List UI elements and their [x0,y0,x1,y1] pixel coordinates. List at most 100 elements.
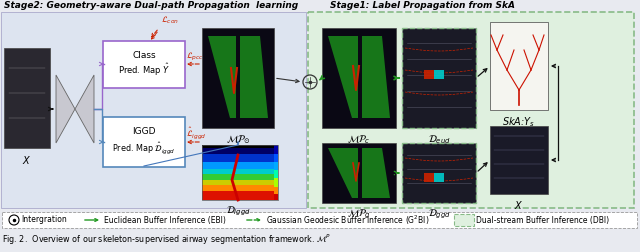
Bar [274,151,278,152]
Bar [274,180,278,181]
Text: $X$: $X$ [515,199,524,211]
Bar [202,167,274,168]
Bar [274,150,278,151]
Bar [274,190,278,191]
Bar [274,154,278,155]
Bar [202,150,274,151]
Bar [274,178,278,179]
Bar [274,174,278,175]
Bar [202,157,274,158]
Bar [202,191,274,192]
Bar [274,184,278,185]
FancyBboxPatch shape [402,28,476,128]
Bar [202,198,274,199]
Text: SkA:$Y_{s}$: SkA:$Y_{s}$ [502,115,536,129]
Bar [202,169,274,170]
Bar [274,148,278,149]
Text: $\mathcal{L}_{con}$: $\mathcal{L}_{con}$ [161,15,179,26]
Bar [274,161,278,162]
Polygon shape [328,148,358,198]
Bar [274,199,278,200]
Bar [202,156,274,157]
Bar [202,161,274,162]
Text: Stage1: Label Propagation from SkA: Stage1: Label Propagation from SkA [330,1,515,10]
Bar [202,172,274,173]
Bar [202,163,274,164]
Bar [202,192,274,193]
Bar [274,191,278,192]
Bar [274,145,278,146]
Bar [274,173,278,174]
Bar [274,179,278,180]
FancyBboxPatch shape [308,12,634,208]
FancyBboxPatch shape [1,12,306,208]
Text: $\mathcal{D}_{eud}$: $\mathcal{D}_{eud}$ [428,133,451,146]
Text: $\mathcal{MP}_{g}$: $\mathcal{MP}_{g}$ [347,208,371,222]
Bar [202,171,274,172]
Bar [202,151,274,152]
Bar [202,199,274,200]
Bar [202,168,274,169]
Bar [490,22,548,110]
Bar [274,195,278,196]
Bar [202,194,274,195]
Bar [202,147,274,148]
Bar [202,155,274,156]
Text: Pred. Map $\hat{\mathcal{D}}_{iggd}$: Pred. Map $\hat{\mathcal{D}}_{iggd}$ [112,140,176,156]
Bar [274,155,278,156]
Bar [274,194,278,195]
Polygon shape [328,36,358,118]
Bar [202,186,274,187]
Bar [202,187,274,188]
Bar [274,171,278,172]
Bar [202,166,274,167]
Bar [274,166,278,167]
Bar [322,143,396,203]
Polygon shape [75,75,94,143]
Bar [274,146,278,147]
Bar [274,197,278,198]
Bar [274,170,278,171]
Bar [274,167,278,168]
Bar [274,153,278,154]
Text: IGGD: IGGD [132,128,156,137]
Bar [202,160,274,161]
Text: Class: Class [132,51,156,60]
Bar [202,152,274,153]
Bar [274,175,278,176]
Bar [424,173,434,182]
Bar [202,181,274,182]
Bar [274,188,278,189]
Bar [202,28,274,128]
Bar [274,165,278,166]
Bar [202,159,274,160]
Bar [202,178,274,179]
FancyBboxPatch shape [103,41,185,88]
Bar [202,174,274,175]
Bar [274,158,278,159]
Bar [202,189,274,190]
Bar [202,190,274,191]
Bar [202,180,274,181]
Bar [274,198,278,199]
FancyBboxPatch shape [103,117,185,167]
Polygon shape [362,148,390,198]
Bar [202,188,274,189]
Text: $\hat{\mathcal{L}}_{iggd}$: $\hat{\mathcal{L}}_{iggd}$ [186,125,207,141]
Text: Fig. 2.  Overview of our skeleton-supervised airway segmentation framework. $\ma: Fig. 2. Overview of our skeleton-supervi… [2,233,331,247]
Bar [274,149,278,150]
Bar [274,193,278,194]
Bar [274,156,278,157]
Bar [202,183,274,184]
Bar [202,149,274,150]
Text: Euclidean Buffer Inference (EBI): Euclidean Buffer Inference (EBI) [104,215,226,225]
Bar [274,152,278,153]
Bar [202,170,274,171]
Bar [274,172,278,173]
Text: $\mathcal{D}_{ggd}$: $\mathcal{D}_{ggd}$ [428,208,451,222]
Bar [202,197,274,198]
Polygon shape [208,36,236,118]
Bar [202,173,274,174]
Bar [202,162,274,163]
Bar [202,164,274,165]
